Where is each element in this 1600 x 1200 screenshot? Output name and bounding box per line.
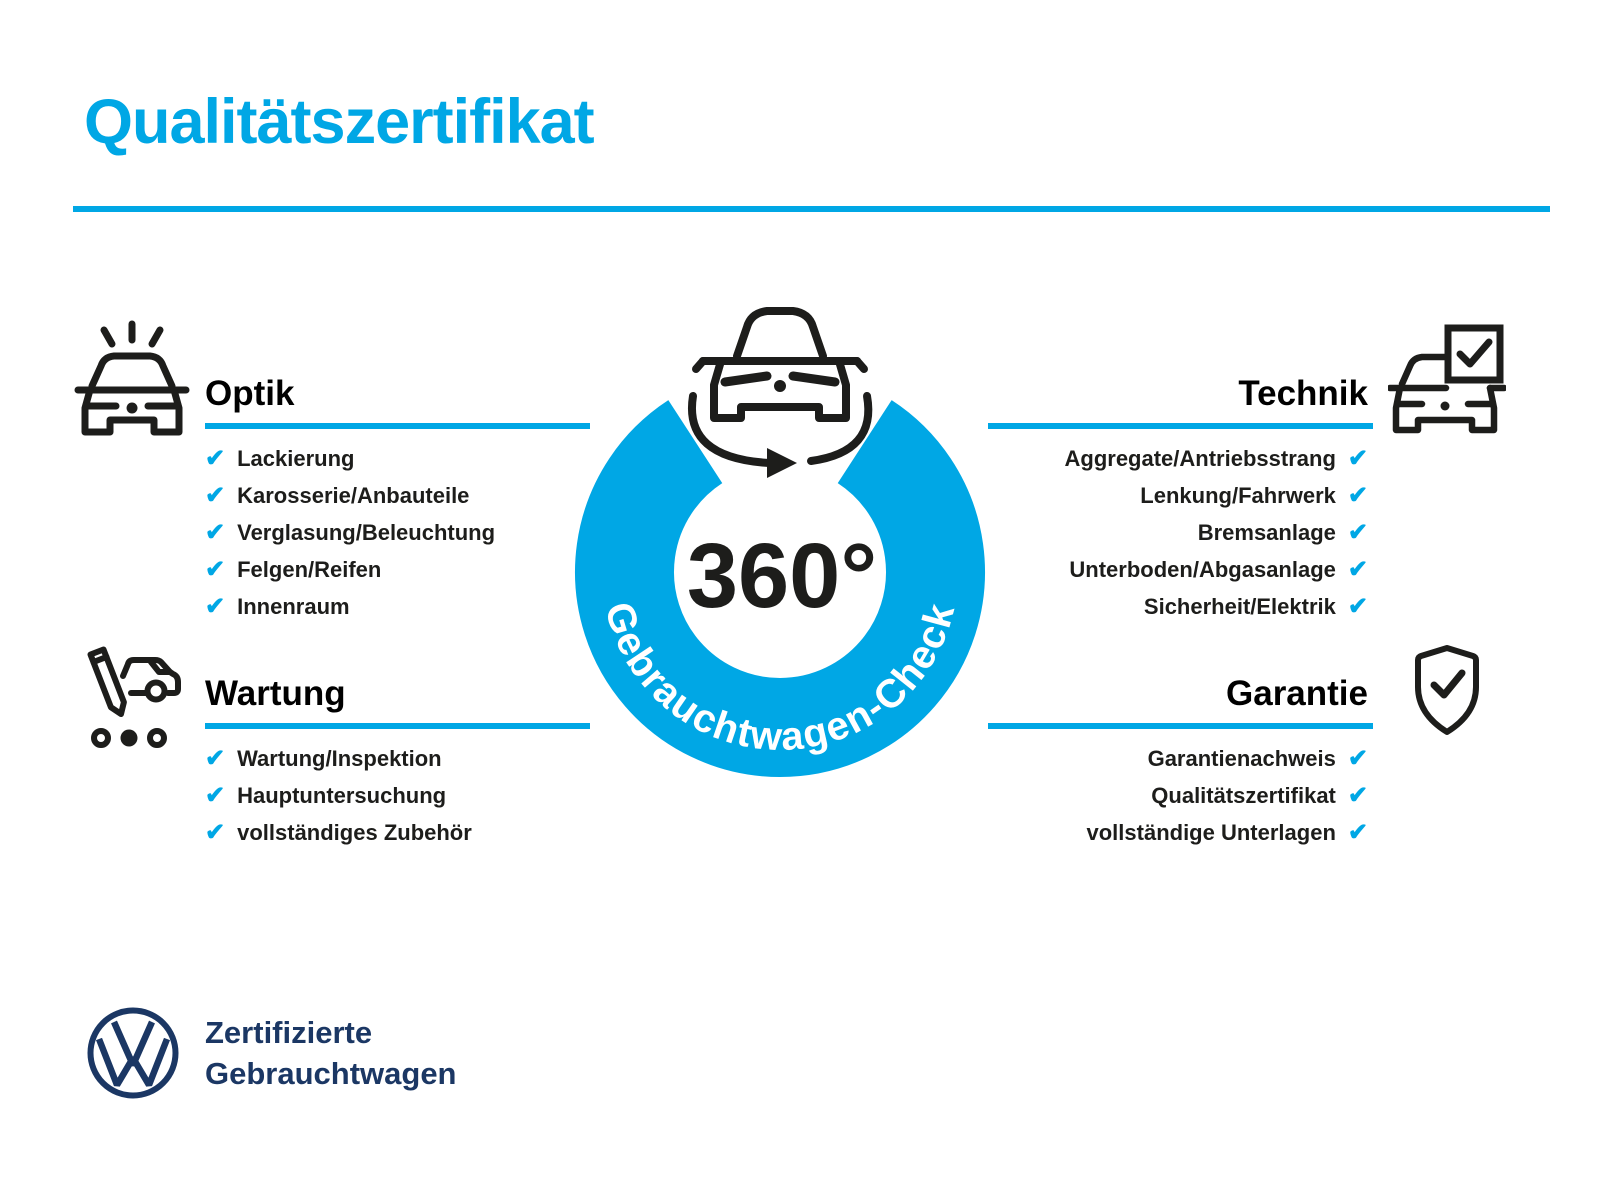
list-item-label: Verglasung/Beleuchtung xyxy=(237,519,496,545)
check-icon: ✔ xyxy=(205,818,226,846)
check-icon: ✔ xyxy=(1347,592,1368,620)
brand-claim-line2: Gebrauchtwagen xyxy=(205,1056,457,1091)
list-item-label: Garantienachweis xyxy=(1147,745,1336,771)
check-icon: ✔ xyxy=(1347,818,1368,846)
list-item-label: Innenraum xyxy=(237,593,350,619)
list-item: Qualitätszertifikat ✔ xyxy=(1087,777,1368,814)
list-item-label: Sicherheit/Elektrik xyxy=(1143,593,1336,619)
list-item: ✔ Lackierung xyxy=(205,440,495,477)
vw-logo xyxy=(87,1007,179,1099)
list-item: Aggregate/Antriebsstrang ✔ xyxy=(1065,440,1369,477)
check-icon: ✔ xyxy=(205,444,226,472)
check-icon: ✔ xyxy=(205,555,226,583)
check-icon: ✔ xyxy=(205,781,226,809)
rotating-car-icon xyxy=(688,307,873,467)
check-icon: ✔ xyxy=(205,481,226,509)
check-icon: ✔ xyxy=(1347,555,1368,583)
check-icon: ✔ xyxy=(1347,781,1368,809)
list-item-label: Hauptuntersuchung xyxy=(237,782,447,808)
list-item-label: Wartung/Inspektion xyxy=(237,745,442,771)
list-item-label: Lenkung/Fahrwerk xyxy=(1140,482,1336,508)
brand-claim: Zertifizierte Gebrauchtwagen xyxy=(205,1012,457,1094)
section-heading-technik: Technik xyxy=(1238,374,1368,413)
check-icon: ✔ xyxy=(1347,518,1368,546)
list-item: ✔ Innenraum xyxy=(205,588,495,625)
title-divider xyxy=(73,206,1550,212)
list-item-label: Karosserie/Anbauteile xyxy=(237,482,470,508)
list-item: ✔ Verglasung/Beleuchtung xyxy=(205,514,495,551)
check-icon: ✔ xyxy=(205,518,226,546)
list-item: Lenkung/Fahrwerk ✔ xyxy=(1065,477,1368,514)
list-item-label: vollständiges Zubehör xyxy=(237,819,472,845)
list-item-label: Aggregate/Antriebsstrang xyxy=(1064,445,1336,471)
rotation-arrowhead xyxy=(767,448,797,478)
list-item-label: vollständige Unterlagen xyxy=(1086,819,1336,845)
list-item: Bremsanlage ✔ xyxy=(1065,514,1368,551)
section-heading-wartung: Wartung xyxy=(205,674,346,713)
list-item: Sicherheit/Elektrik ✔ xyxy=(1065,588,1368,625)
badge-ring xyxy=(575,400,985,777)
list-item: Garantienachweis ✔ xyxy=(1087,740,1368,777)
check-icon: ✔ xyxy=(1347,444,1368,472)
section-rule-optik xyxy=(205,423,590,429)
list-item-label: Lackierung xyxy=(237,445,355,471)
garantie-checklist: Garantienachweis ✔ Qualitätszertifikat ✔ v… xyxy=(1087,740,1369,851)
list-item-label: Bremsanlage xyxy=(1197,519,1336,545)
list-item-label: Felgen/Reifen xyxy=(237,556,382,582)
list-item: ✔ Felgen/Reifen xyxy=(205,551,495,588)
car-shine-icon xyxy=(74,320,190,436)
section-rule-garantie xyxy=(988,723,1373,729)
page-title: Qualitätszertifikat xyxy=(84,87,595,157)
wartung-checklist: ✔ Wartung/Inspektion ✔ Hauptuntersuchung ✔… xyxy=(205,740,472,851)
list-item: ✔ Karosserie/Anbauteile xyxy=(205,477,495,514)
check-icon: ✔ xyxy=(205,592,226,620)
list-item: ✔ vollständiges Zubehör xyxy=(205,814,472,851)
technik-checklist: Aggregate/Antriebsstrang ✔ Lenkung/Fahrwe… xyxy=(1065,440,1369,625)
car-checkbox-icon xyxy=(1388,324,1506,434)
optik-checklist: ✔ Lackierung ✔ Karosserie/Anbauteile ✔ Verg… xyxy=(205,440,495,625)
list-item: ✔ Hauptuntersuchung xyxy=(205,777,472,814)
list-item: Unterboden/Abgasanlage ✔ xyxy=(1065,551,1368,588)
check-icon: ✔ xyxy=(1347,744,1368,772)
section-heading-optik: Optik xyxy=(205,374,295,413)
check-icon: ✔ xyxy=(205,744,226,772)
section-heading-garantie: Garantie xyxy=(1226,674,1368,713)
section-rule-technik xyxy=(988,423,1373,429)
brand-claim-line1: Zertifizierte xyxy=(205,1015,373,1050)
360-check-badge: Gebrauchtwagen-Check 360° xyxy=(575,307,985,777)
shield-check-icon xyxy=(1415,645,1479,735)
list-item: vollständige Unterlagen ✔ xyxy=(1087,814,1369,851)
badge-degrees-label: 360° xyxy=(687,525,877,627)
list-item-label: Qualitätszertifikat xyxy=(1151,782,1336,808)
section-rule-wartung xyxy=(205,723,590,729)
list-item: ✔ Wartung/Inspektion xyxy=(205,740,472,777)
pencil-car-icon xyxy=(87,646,181,748)
list-item-label: Unterboden/Abgasanlage xyxy=(1069,556,1336,582)
check-icon: ✔ xyxy=(1347,481,1368,509)
